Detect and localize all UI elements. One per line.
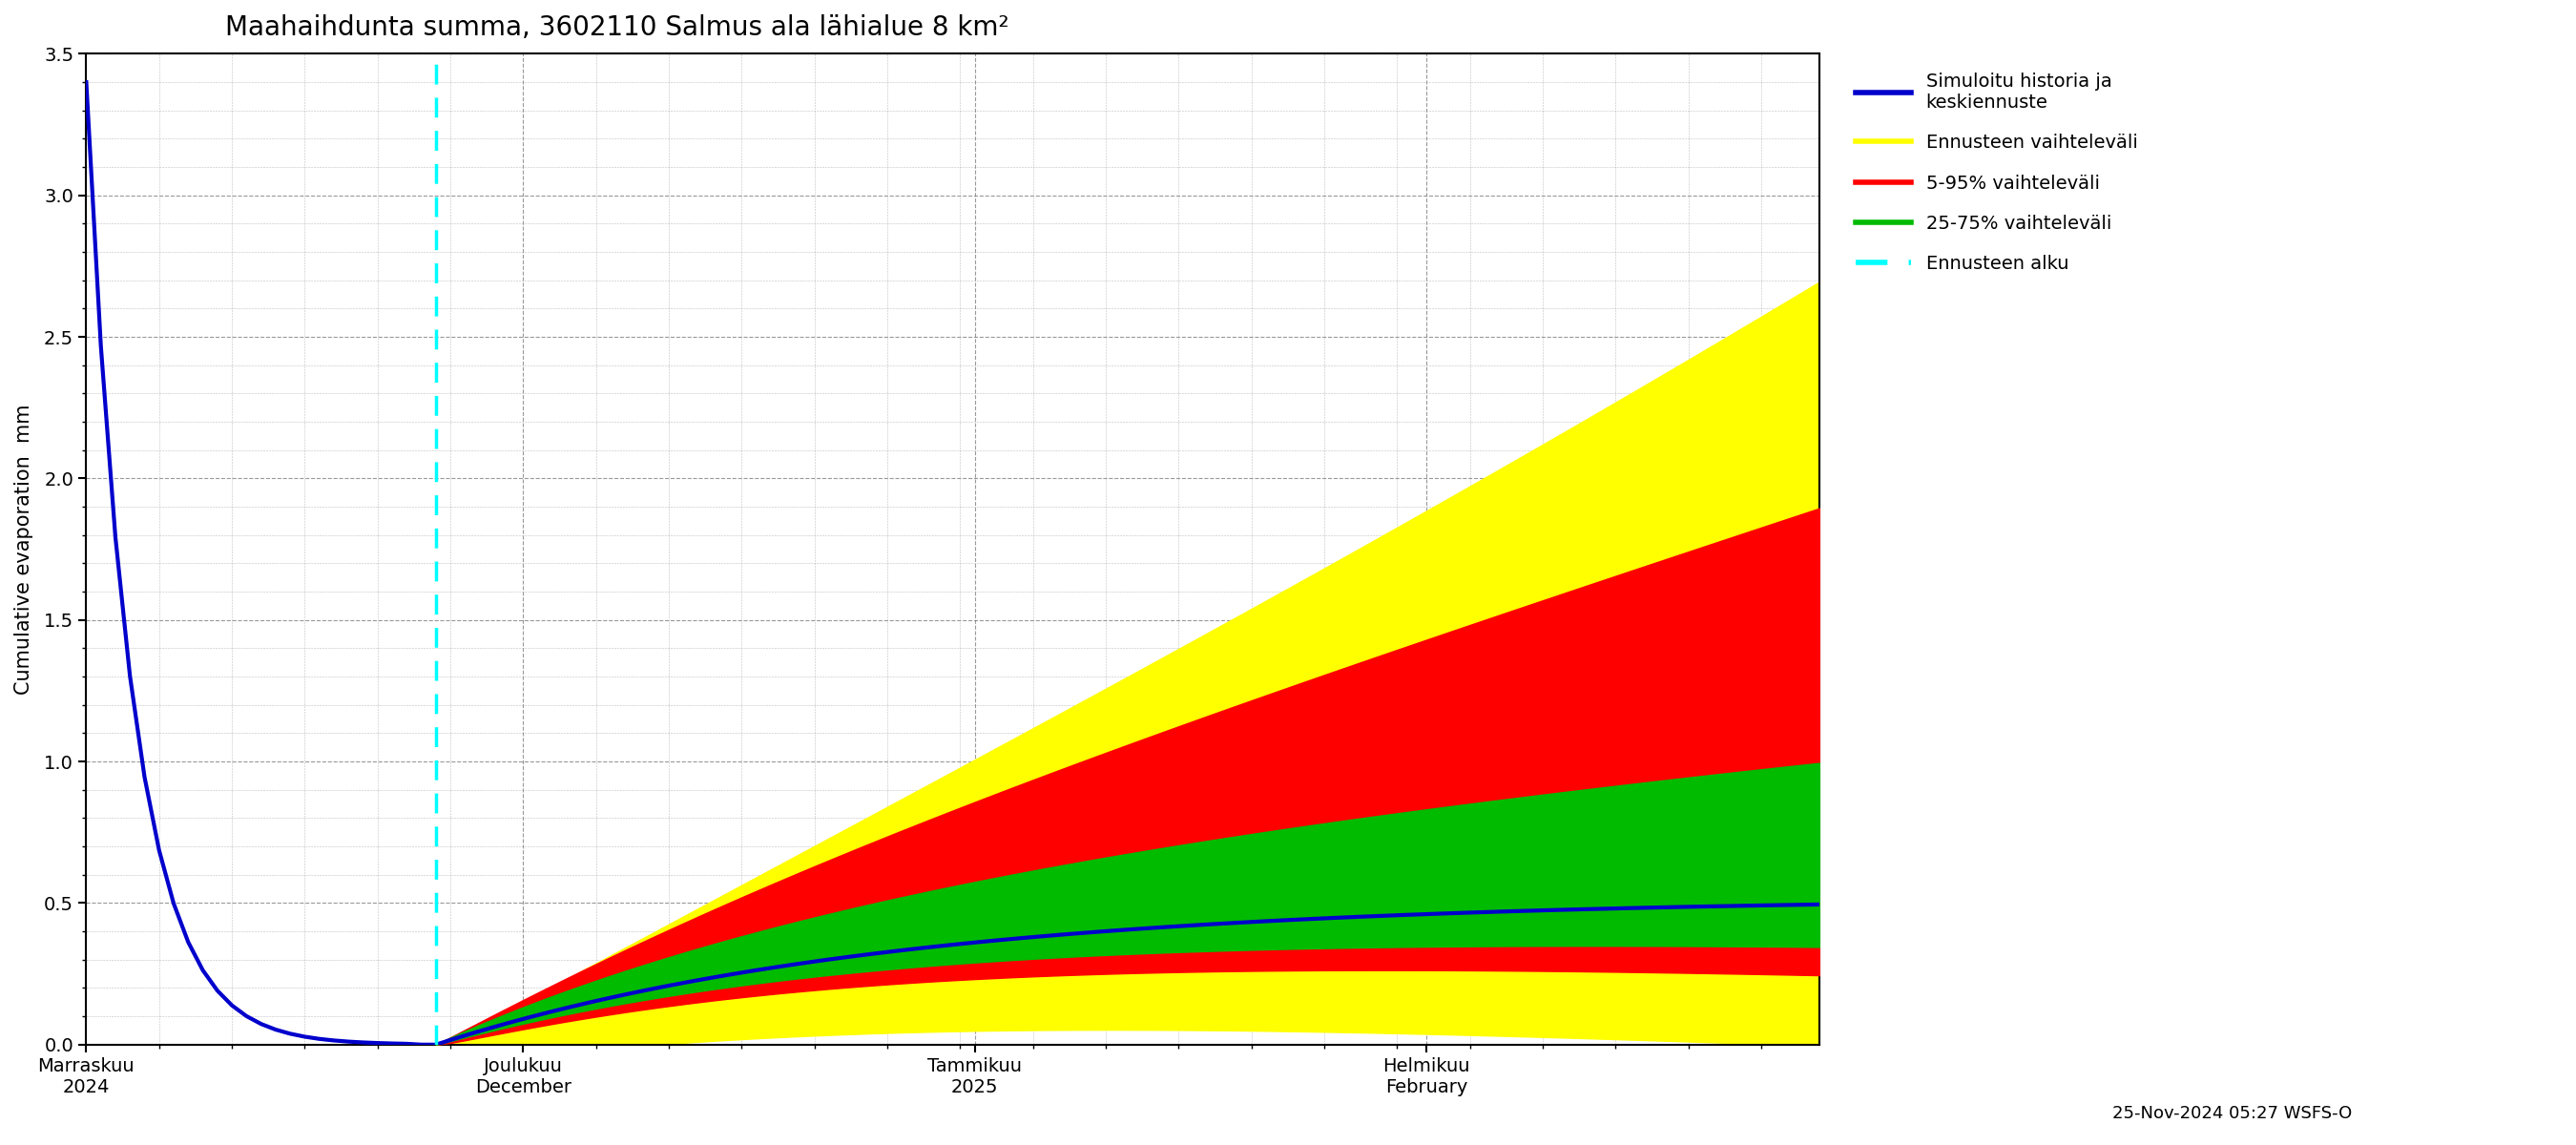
Text: Maahaihdunta summa, 3602110 Salmus ala lähialue 8 km²: Maahaihdunta summa, 3602110 Salmus ala l…: [224, 14, 1010, 41]
Y-axis label: Cumulative evaporation  mm: Cumulative evaporation mm: [15, 404, 33, 695]
Text: 25-Nov-2024 05:27 WSFS-O: 25-Nov-2024 05:27 WSFS-O: [2112, 1105, 2352, 1122]
Legend: Simuloitu historia ja
keskiennuste, Ennusteen vaihteleväli, 5-95% vaihteleväli, : Simuloitu historia ja keskiennuste, Ennu…: [1847, 63, 2146, 283]
